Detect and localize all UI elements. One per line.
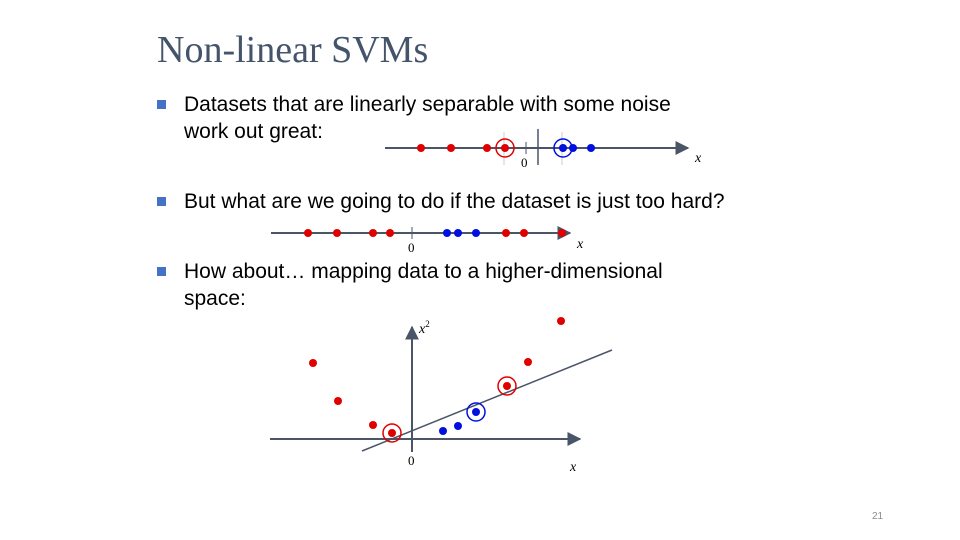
data-point-blue: [472, 408, 480, 416]
data-point-red: [417, 144, 425, 152]
data-point-red: [558, 229, 566, 237]
x-axis-label: x: [569, 460, 577, 475]
data-point-red: [520, 229, 528, 237]
page-number: 21: [872, 511, 884, 522]
data-point-blue: [569, 144, 577, 152]
data-point-red: [501, 144, 509, 152]
data-point-blue: [443, 229, 451, 237]
data-point-red: [333, 229, 341, 237]
data-point-blue: [587, 144, 595, 152]
data-point-blue: [472, 229, 480, 237]
bullet-text-line2: space:: [184, 287, 246, 310]
diagram-2d-mapped: 0 x x2: [270, 317, 613, 475]
zero-label: 0: [408, 453, 415, 468]
support-vector-ring-red: [497, 376, 517, 396]
data-point-red: [447, 144, 455, 152]
data-point-red: [483, 144, 491, 152]
bullet-marker: [157, 100, 166, 109]
data-point-red: [557, 317, 565, 325]
data-point-red: [334, 397, 342, 405]
bullet-marker: [157, 267, 166, 276]
bullet-text-line1: Datasets that are linearly separable wit…: [184, 93, 671, 116]
page-title: Non-linear SVMs: [157, 29, 429, 71]
support-vector-ring-blue: [466, 402, 486, 422]
data-point-red: [309, 359, 317, 367]
x2-axis-label-sup: 2: [425, 319, 430, 329]
zero-label: 0: [521, 155, 528, 170]
data-point-red: [503, 382, 511, 390]
diagram-1d-hard: 0 x: [271, 226, 584, 255]
x-axis-label: x: [576, 237, 584, 252]
bullet-item-1: Datasets that are linearly separable wit…: [157, 91, 671, 145]
zero-label: 0: [408, 240, 415, 255]
bullet-text-line1: How about… mapping data to a higher-dime…: [184, 260, 663, 283]
support-vector-ring-red: [382, 423, 402, 443]
data-point-blue: [559, 144, 567, 152]
data-point-red: [386, 229, 394, 237]
separating-line: [361, 349, 613, 452]
data-point-red: [388, 429, 396, 437]
data-point-blue: [454, 422, 462, 430]
data-point-blue: [454, 229, 462, 237]
data-point-blue: [439, 427, 447, 435]
bullet-marker: [157, 197, 166, 206]
x2-axis-label: x2: [418, 319, 430, 337]
diagram-1d-separable: 0 x: [385, 129, 702, 170]
data-point-red: [502, 229, 510, 237]
data-point-red: [369, 421, 377, 429]
support-vector-ring-red: [495, 138, 515, 158]
bullet-item-2: But what are we going to do if the datas…: [157, 188, 725, 215]
x-axis-label: x: [694, 151, 702, 166]
bullet-text-line1: But what are we going to do if the datas…: [184, 190, 725, 213]
data-point-red: [304, 229, 312, 237]
bullet-item-3: How about… mapping data to a higher-dime…: [157, 258, 663, 312]
data-point-red: [524, 358, 532, 366]
bullet-text-line2: work out great:: [184, 120, 323, 143]
data-point-red: [369, 229, 377, 237]
x2-axis-label-base: x: [418, 322, 426, 337]
